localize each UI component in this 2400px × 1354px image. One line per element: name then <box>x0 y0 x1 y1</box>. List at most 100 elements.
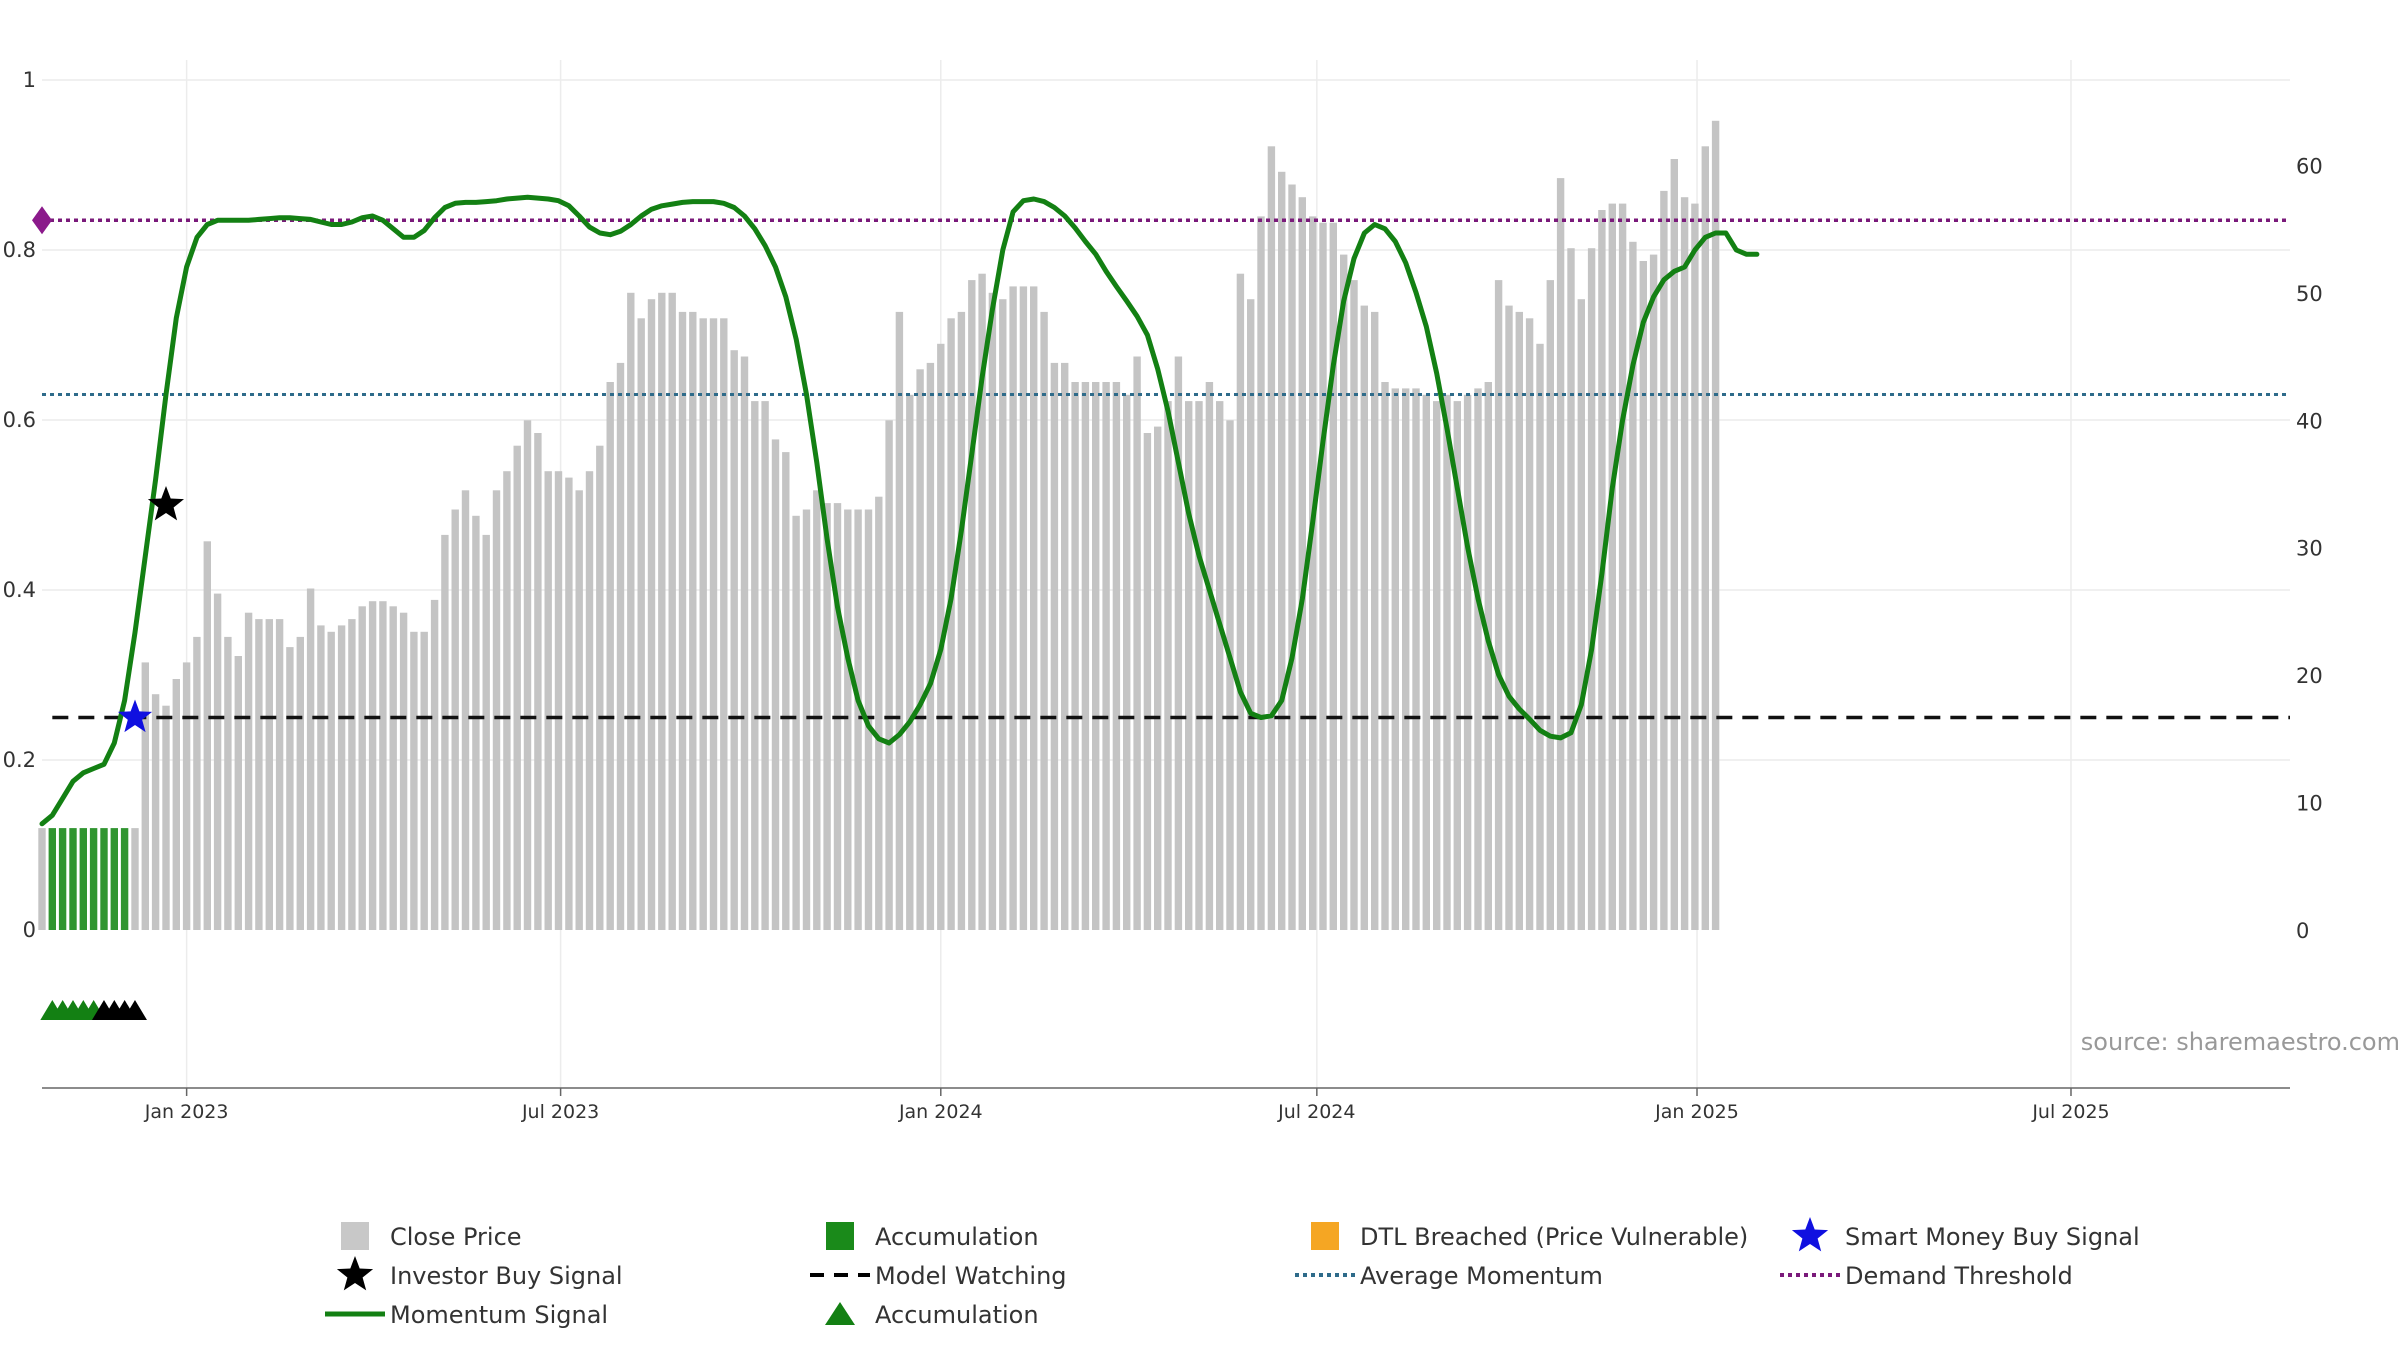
close-price-bar <box>1340 254 1348 931</box>
close-price-bar <box>513 445 521 930</box>
close-price-bar <box>1505 305 1513 931</box>
right-axis-tick-label: 20 <box>2296 664 2323 688</box>
right-axis-tick-label: 0 <box>2296 919 2309 943</box>
close-price-bar <box>1257 216 1265 930</box>
close-price-bar <box>782 452 790 930</box>
close-price-bar <box>534 433 542 930</box>
close-price-bar <box>492 490 501 930</box>
close-price-bar <box>1267 146 1276 931</box>
close-price-bar <box>1133 356 1141 930</box>
accumulation-bar <box>58 828 67 930</box>
x-axis-tick-label: Jan 2024 <box>898 1101 983 1123</box>
close-price-bar <box>203 541 211 930</box>
close-price-bar <box>1649 254 1658 931</box>
close-price-bar <box>1329 222 1337 930</box>
close-price-bar <box>678 311 687 930</box>
close-price-bar <box>151 694 160 930</box>
close-price-bar <box>1453 401 1461 931</box>
close-price-bar <box>885 420 893 930</box>
close-price-bar <box>720 318 728 930</box>
left-axis-tick-label: 0.8 <box>3 238 36 262</box>
close-price-bar <box>709 318 718 930</box>
close-price-bar <box>761 401 769 931</box>
legend-label: Model Watching <box>875 1262 1067 1290</box>
close-price-bar <box>255 619 263 930</box>
close-price-bar <box>771 439 780 930</box>
close-price-bar <box>802 509 811 930</box>
close-price-bar <box>988 292 997 930</box>
close-price-bar <box>544 471 552 930</box>
close-price-bar <box>875 496 883 930</box>
close-price-bar <box>141 662 149 930</box>
close-price-bar <box>1371 311 1379 930</box>
right-axis-tick-label: 60 <box>2296 154 2323 178</box>
close-price-bar <box>1422 394 1430 930</box>
close-price-bar <box>1711 120 1720 931</box>
close-price-bar <box>616 362 625 930</box>
close-price-bar <box>1381 382 1389 930</box>
close-price-bar <box>131 828 139 930</box>
legend-swatch <box>1311 1222 1339 1250</box>
left-axis-tick-label: 0.6 <box>3 408 36 432</box>
close-price-bar <box>1350 280 1358 931</box>
x-axis-tick-label: Jan 2025 <box>1654 1101 1739 1123</box>
close-price-bar <box>1174 356 1183 930</box>
close-price-bar <box>1577 299 1585 930</box>
close-price-bar <box>1102 382 1110 930</box>
legend-swatch <box>826 1222 854 1250</box>
accumulation-bar <box>89 828 98 930</box>
accumulation-bar <box>69 828 77 930</box>
close-price-bar <box>1691 203 1699 931</box>
close-price-bar <box>1019 286 1028 930</box>
right-axis-tick-label: 10 <box>2296 792 2323 816</box>
close-price-bar <box>895 311 904 930</box>
close-price-bar <box>410 631 418 930</box>
close-price-bar <box>503 471 511 930</box>
close-price-bar <box>213 593 222 930</box>
close-price-bar <box>906 394 914 930</box>
close-price-bar <box>461 490 470 930</box>
close-price-bar <box>1670 159 1678 930</box>
close-price-bar <box>668 292 676 930</box>
legend-star <box>336 1256 374 1291</box>
close-price-bar <box>1154 426 1162 930</box>
close-price-bar <box>596 445 604 930</box>
close-price-bar <box>1040 311 1048 930</box>
close-price-bar <box>957 311 966 930</box>
close-price-bar <box>1143 433 1152 930</box>
demand-threshold-marker <box>32 206 52 235</box>
close-price-bar <box>1587 248 1596 930</box>
close-price-bar <box>1515 311 1523 930</box>
close-price-bar <box>451 509 459 930</box>
close-price-bar <box>1009 286 1017 930</box>
close-price-bar <box>1278 171 1286 931</box>
close-price-bar <box>379 601 387 930</box>
close-price-bar <box>399 612 408 930</box>
close-price-bar <box>1629 241 1637 931</box>
close-price-bar <box>1226 420 1234 930</box>
close-price-bar <box>275 619 284 930</box>
close-price-bar <box>1205 382 1214 930</box>
close-price-bar <box>999 299 1007 930</box>
close-price-bar <box>606 382 614 930</box>
close-price-bar <box>813 490 821 930</box>
close-price-bar <box>1112 382 1121 930</box>
left-axis-tick-label: 0.4 <box>3 578 36 602</box>
close-price-bar <box>430 599 439 930</box>
close-price-bar <box>627 292 635 930</box>
x-axis-tick-label: Jan 2023 <box>144 1101 229 1123</box>
close-price-bar <box>327 631 335 930</box>
close-price-bar <box>348 619 356 930</box>
close-price-bar <box>1247 299 1255 930</box>
close-price-bar <box>968 280 976 931</box>
close-price-bar <box>699 318 707 930</box>
close-price-bar <box>1463 394 1472 930</box>
close-price-bar <box>358 606 366 930</box>
close-price-bar <box>1433 401 1441 931</box>
close-price-bar <box>1608 203 1616 931</box>
close-price-bar <box>637 318 645 930</box>
legend-star <box>1791 1217 1829 1252</box>
close-price-bar <box>1319 222 1327 930</box>
close-price-bar <box>38 828 46 930</box>
